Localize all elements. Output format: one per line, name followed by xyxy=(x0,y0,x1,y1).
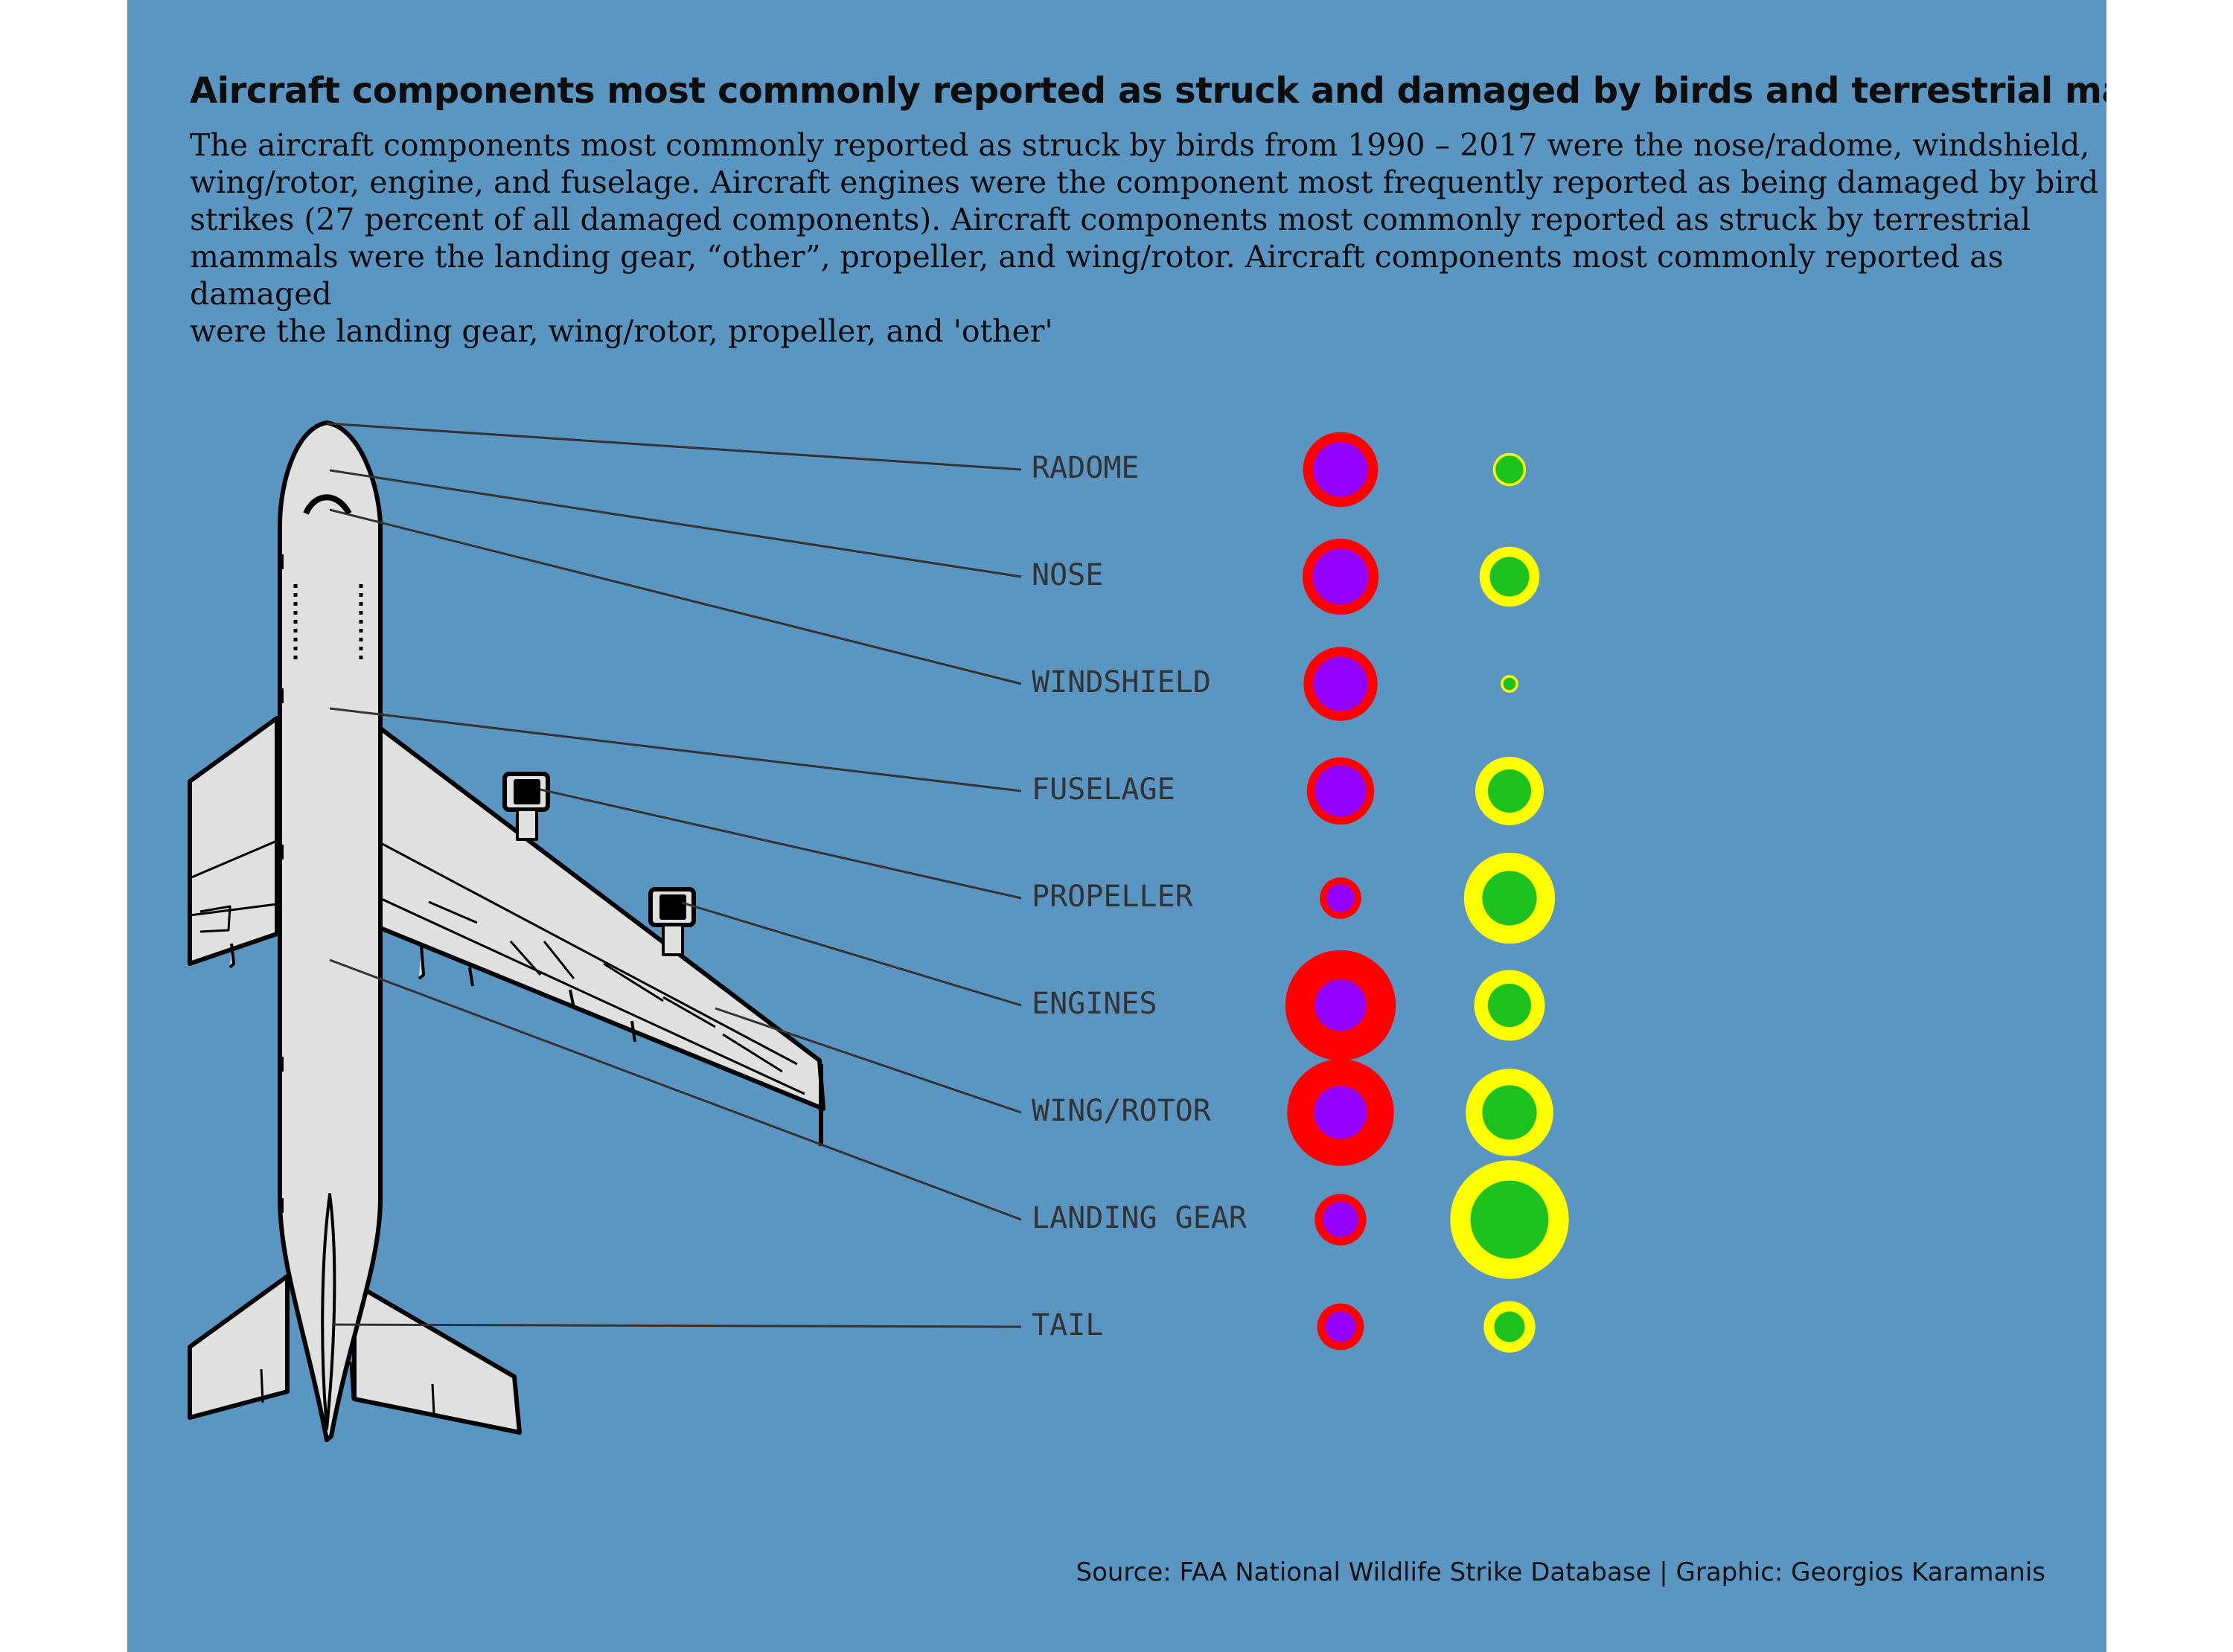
leader-line-nose xyxy=(329,469,1022,578)
mammal-damaged-bubble-fuselage xyxy=(1487,769,1532,813)
leader-lines xyxy=(326,422,1022,1328)
component-label-engines: ENGINES xyxy=(1032,987,1157,1021)
engine-outboard xyxy=(648,887,696,956)
cockpit-windshield xyxy=(303,494,352,516)
mammal-damaged-bubble-propeller xyxy=(1482,871,1537,926)
mammal-damaged-bubble-tail xyxy=(1494,1311,1525,1342)
component-label-radome: RADOME xyxy=(1032,451,1140,485)
mammal-damaged-bubble-windshield xyxy=(1503,677,1516,691)
component-label-propeller: PROPELLER xyxy=(1032,880,1194,914)
chart-panel: Aircraft components most commonly report… xyxy=(127,0,2106,1652)
bird-damaged-bubble-propeller xyxy=(1326,884,1355,912)
flap-fairings xyxy=(229,943,636,1043)
bird-damaged-bubble-fuselage xyxy=(1314,765,1367,817)
component-label-fuselage: FUSELAGE xyxy=(1032,772,1175,807)
component-labels: RADOME NOSE WINDSHIELD FUSELAGE PROPELLER ENG… xyxy=(1032,451,1248,1342)
component-label-landing-gear: LANDING GEAR xyxy=(1032,1201,1248,1235)
mammal-damaged-bubble-landing-gear xyxy=(1470,1180,1549,1259)
tail-fin xyxy=(321,1193,336,1430)
source-caption: Source: FAA National Wildlife Strike Dat… xyxy=(1076,1557,2045,1587)
component-label-tail: TAIL xyxy=(1032,1308,1103,1342)
right-stabilizer xyxy=(352,1281,522,1435)
bird-damaged-bubble-nose xyxy=(1312,548,1369,605)
leader-line-wing-rotor xyxy=(715,1007,1022,1114)
left-wing xyxy=(188,716,279,966)
airplane-illustration xyxy=(188,420,825,1442)
leader-line-propeller xyxy=(540,788,1022,900)
leader-line-fuselage xyxy=(329,707,1022,793)
bird-damaged-bubble-radome xyxy=(1313,442,1368,497)
mammal-damaged-bubble-engines xyxy=(1487,983,1532,1028)
component-label-wing-rotor: WING/ROTOR xyxy=(1032,1094,1212,1128)
left-stabilizer xyxy=(188,1274,290,1420)
left-wing-detail xyxy=(189,839,278,933)
chart-title: Aircraft components most commonly report… xyxy=(190,70,2106,112)
leader-line-engines xyxy=(681,901,1022,1007)
mammal-damaged-bubble-radome xyxy=(1495,455,1524,484)
leader-line-radome xyxy=(326,422,1022,471)
chart-subtitle: The aircraft components most commonly re… xyxy=(190,127,2099,349)
fuselage xyxy=(278,420,383,1442)
component-label-windshield: WINDSHIELD xyxy=(1032,665,1211,699)
stabilizer-detail xyxy=(260,1361,435,1415)
engine-inboard xyxy=(502,772,550,841)
bird-damaged-bubble-landing-gear xyxy=(1323,1202,1358,1238)
bird-damaged-bubble-tail xyxy=(1325,1311,1356,1342)
mammal-damaged-bubble-nose xyxy=(1489,557,1530,597)
leader-line-windshield xyxy=(329,508,1022,685)
bird-damaged-bubble-engines xyxy=(1314,979,1367,1031)
right-wing-detail xyxy=(376,839,805,1095)
bird-damaged-bubble-windshield xyxy=(1313,656,1368,711)
bubble-marks xyxy=(1285,432,1569,1353)
mammal-damaged-bubble-wing-rotor xyxy=(1482,1085,1537,1140)
component-label-nose: NOSE xyxy=(1032,558,1103,592)
chart-svg: RADOME NOSE WINDSHIELD FUSELAGE PROPELLER ENG… xyxy=(188,420,1569,1442)
passenger-windows xyxy=(293,584,363,662)
leader-line-landing-gear xyxy=(329,958,1022,1221)
right-wing xyxy=(374,723,825,1111)
leader-line-tail xyxy=(331,1323,1022,1328)
bird-damaged-bubble-wing-rotor xyxy=(1314,1086,1367,1139)
